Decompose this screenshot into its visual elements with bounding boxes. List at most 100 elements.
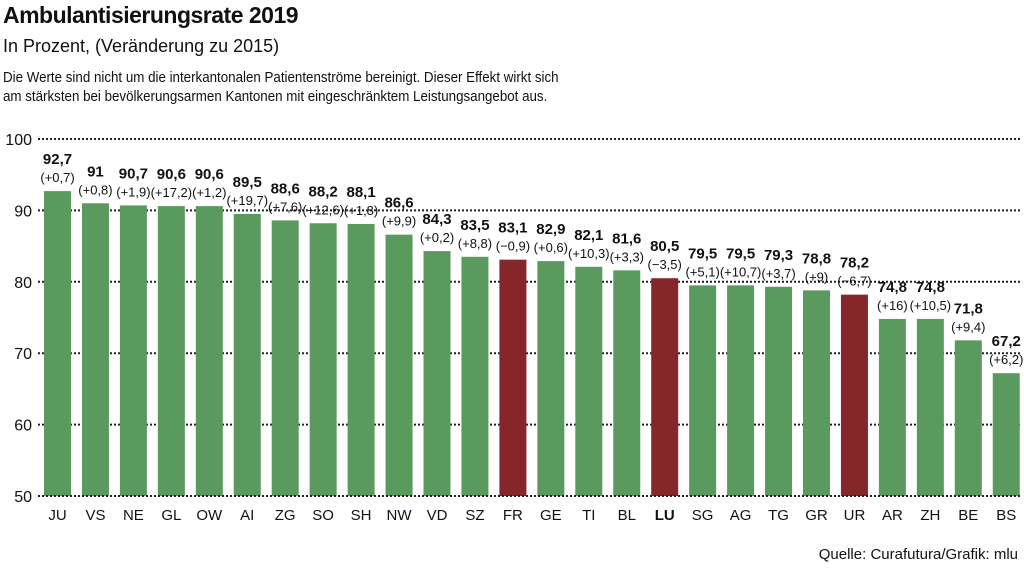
bar-so bbox=[309, 223, 337, 496]
change-label: (−3,5) bbox=[648, 257, 682, 272]
x-tick-label: OW bbox=[196, 507, 223, 524]
value-label: 79,5 bbox=[726, 245, 755, 262]
value-label: 88,2 bbox=[309, 183, 338, 200]
value-label: 71,8 bbox=[954, 300, 983, 317]
y-tick-label: 60 bbox=[14, 418, 32, 435]
x-tick-label: AI bbox=[240, 507, 254, 524]
value-label: 80,5 bbox=[650, 238, 679, 255]
source-credit: Quelle: Curafutura/Grafik: mlu bbox=[818, 546, 1018, 563]
value-label: 83,1 bbox=[498, 220, 527, 237]
change-label: (+0,6) bbox=[534, 240, 568, 255]
change-label: (+3,7) bbox=[761, 266, 795, 281]
bar-gr bbox=[803, 290, 830, 496]
value-label: 79,5 bbox=[688, 245, 717, 262]
bar-ow bbox=[195, 206, 223, 496]
x-tick-label: NW bbox=[387, 507, 413, 524]
value-label: 81,6 bbox=[612, 230, 641, 247]
x-tick-label: UR bbox=[844, 507, 866, 524]
y-tick-label: 50 bbox=[14, 489, 32, 506]
x-tick-label: AG bbox=[730, 507, 752, 524]
bar-lu bbox=[651, 278, 679, 496]
change-label: (+19,7) bbox=[226, 193, 268, 208]
bar-gl bbox=[157, 206, 185, 496]
value-label: 84,3 bbox=[422, 211, 451, 228]
bar-nw bbox=[385, 234, 413, 496]
x-tick-label: GL bbox=[161, 507, 181, 524]
x-tick-label: AR bbox=[882, 507, 903, 524]
note-line: am stärksten bei bevölkerungsarmen Kanto… bbox=[3, 89, 548, 105]
bar-tg bbox=[765, 286, 793, 496]
change-label: (+17,2) bbox=[151, 185, 193, 200]
chart-note: Die Werte sind nicht um die interkantona… bbox=[3, 69, 559, 107]
bar-zg bbox=[271, 220, 299, 496]
bar-sh bbox=[347, 223, 375, 496]
x-tick-label: BL bbox=[618, 507, 636, 524]
x-tick-label: SH bbox=[351, 507, 372, 524]
bar-ju bbox=[44, 191, 71, 496]
x-tick-label: TG bbox=[768, 507, 789, 524]
x-tick-label: ZG bbox=[275, 507, 296, 524]
change-label: (+0,7) bbox=[40, 170, 74, 185]
x-tick-label: SZ bbox=[465, 507, 484, 524]
bar-ar bbox=[878, 318, 906, 496]
value-label: 79,3 bbox=[764, 247, 793, 264]
change-label: (+3,3) bbox=[610, 249, 644, 264]
bar-ge bbox=[537, 261, 565, 496]
change-label: (−6,7) bbox=[837, 274, 871, 289]
change-label: (+10,5) bbox=[910, 298, 952, 313]
bar-vd bbox=[423, 251, 451, 496]
x-tick-label: LU bbox=[655, 507, 675, 524]
x-tick-label: BS bbox=[996, 507, 1016, 524]
x-tick-label: NE bbox=[123, 507, 144, 524]
change-label: (+12,6) bbox=[302, 202, 344, 217]
change-label: (+0,8) bbox=[78, 182, 112, 197]
change-label: (+10,7) bbox=[720, 264, 762, 279]
bar-fr bbox=[499, 259, 527, 496]
bar-sg bbox=[689, 285, 717, 496]
bar-vs bbox=[81, 203, 109, 496]
x-tick-label: SO bbox=[312, 507, 334, 524]
change-label: (+9,4) bbox=[951, 319, 985, 334]
value-label: 78,2 bbox=[840, 255, 869, 272]
change-label: (+9) bbox=[805, 269, 828, 284]
value-label: 82,1 bbox=[574, 227, 603, 244]
note-line: Die Werte sind nicht um die interkantona… bbox=[3, 70, 559, 86]
value-label: 88,1 bbox=[346, 184, 375, 201]
x-tick-label: FR bbox=[503, 507, 523, 524]
x-tick-label: SG bbox=[692, 507, 714, 524]
x-tick-label: VD bbox=[427, 507, 448, 524]
x-tick-label: VS bbox=[85, 507, 105, 524]
change-label: (+7,6) bbox=[268, 199, 302, 214]
change-label: (+0,2) bbox=[420, 230, 454, 245]
bar-ai bbox=[233, 213, 261, 496]
change-label: (+5,1) bbox=[685, 264, 719, 279]
x-tick-label: GE bbox=[540, 507, 562, 524]
bar-zh bbox=[916, 318, 944, 496]
y-tick-label: 70 bbox=[14, 346, 32, 363]
value-label: 92,7 bbox=[43, 151, 72, 168]
bar-ur bbox=[840, 294, 868, 496]
value-label: 90,6 bbox=[157, 166, 186, 183]
bar-be bbox=[954, 340, 982, 496]
change-label: (+16) bbox=[877, 298, 908, 313]
value-label: 78,8 bbox=[802, 250, 831, 267]
x-tick-label: TI bbox=[582, 507, 595, 524]
value-label: 89,5 bbox=[233, 174, 262, 191]
value-label: 67,2 bbox=[992, 333, 1021, 350]
value-label: 74,8 bbox=[878, 279, 907, 296]
value-label: 82,9 bbox=[536, 221, 565, 238]
bar-ti bbox=[575, 266, 603, 496]
y-tick-label: 80 bbox=[14, 275, 32, 292]
x-tick-label: ZH bbox=[920, 507, 940, 524]
bar-ne bbox=[119, 205, 147, 497]
change-label: (+1,9) bbox=[116, 184, 150, 199]
value-label: 90,7 bbox=[119, 165, 148, 182]
bar-ag bbox=[727, 285, 755, 496]
change-label: (+8,8) bbox=[458, 236, 492, 251]
x-tick-label: JU bbox=[48, 507, 66, 524]
change-label: (+1,2) bbox=[192, 185, 226, 200]
y-tick-label: 100 bbox=[5, 132, 32, 149]
change-label: (+9,9) bbox=[382, 214, 416, 229]
change-label: (−0,9) bbox=[496, 239, 530, 254]
